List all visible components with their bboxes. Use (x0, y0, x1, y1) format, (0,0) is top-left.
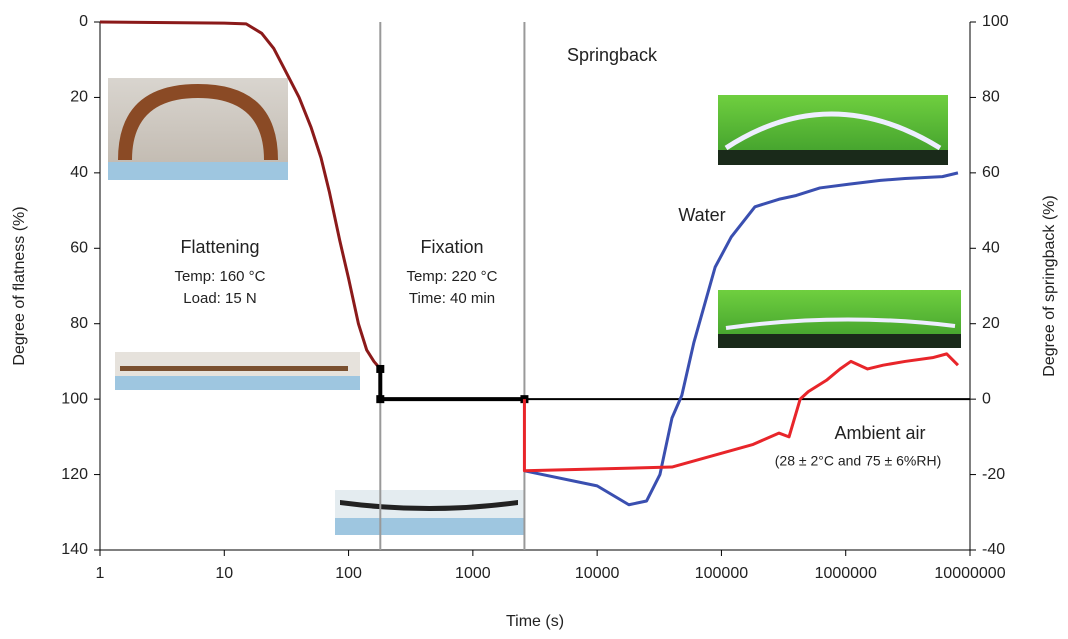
photo-flat (115, 352, 360, 390)
annotation: Water (678, 205, 725, 225)
annotation: Temp: 220 °C (406, 268, 497, 285)
photo-curved (108, 78, 288, 180)
annotation: (28 ± 2°C and 75 ± 6%RH) (775, 453, 941, 469)
annotation: Flattening (180, 237, 259, 257)
photo-air (718, 290, 961, 348)
y-tick-label: 40 (70, 164, 88, 181)
photo-fixed (335, 490, 525, 535)
x-tick-label: 100000 (695, 565, 748, 582)
y2-tick-label: 60 (982, 164, 1000, 181)
y-tick-label: 0 (79, 13, 88, 30)
x-tick-label: 10000 (575, 565, 620, 582)
x-tick-label: 10000000 (934, 565, 1005, 582)
x-tick-label: 1000000 (815, 565, 877, 582)
y-axis-label: Degree of flatness (%) (11, 206, 28, 365)
point-marker (376, 395, 385, 404)
y2-tick-label: 80 (982, 89, 1000, 106)
x-tick-label: 100 (335, 565, 362, 582)
series-line (378, 368, 525, 402)
y2-tick-label: -20 (982, 466, 1005, 483)
y-tick-label: 80 (70, 315, 88, 332)
annotation: Fixation (420, 237, 483, 257)
annotation: Load: 15 N (183, 290, 256, 307)
x-tick-label: 1 (96, 565, 105, 582)
series-line (99, 20, 382, 370)
y2-tick-label: -40 (982, 541, 1005, 558)
x-axis-label: Time (s) (506, 613, 564, 630)
y2-tick-label: 100 (982, 13, 1009, 30)
y2-tick-label: 0 (982, 390, 991, 407)
series-line (524, 171, 959, 507)
annotation: Time: 40 min (409, 290, 495, 307)
y-tick-label: 60 (70, 240, 88, 257)
series-line (522, 352, 960, 473)
y2-tick-label: 40 (982, 240, 1000, 257)
y2-axis-label: Degree of springback (%) (1041, 195, 1058, 376)
annotation: Temp: 160 °C (174, 268, 265, 285)
annotation: Ambient air (834, 423, 925, 443)
y-tick-label: 20 (70, 89, 88, 106)
y2-tick-label: 20 (982, 315, 1000, 332)
y-tick-label: 140 (61, 541, 88, 558)
photo-water (718, 95, 948, 165)
x-tick-label: 1000 (455, 565, 491, 582)
y-tick-label: 100 (61, 390, 88, 407)
y-tick-label: 120 (61, 466, 88, 483)
point-marker (376, 364, 385, 373)
x-tick-label: 10 (215, 565, 233, 582)
annotation: Springback (567, 45, 658, 65)
